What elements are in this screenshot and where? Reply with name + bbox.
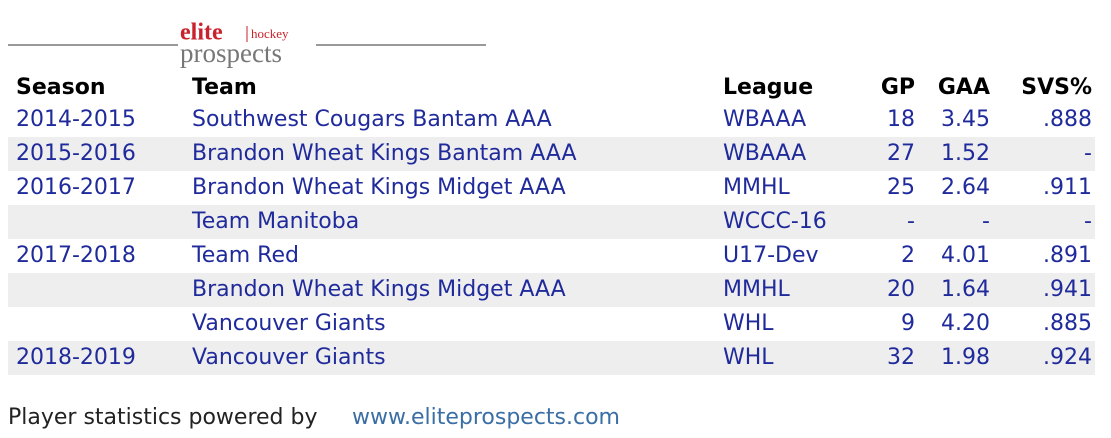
gp: 20 [887,277,915,302]
league[interactable]: WBAAA [723,141,806,166]
gaa: 1.98 [941,345,990,370]
league[interactable]: WCCC-16 [723,209,827,234]
season-header: Season [16,75,105,100]
gp: 9 [901,311,915,336]
team[interactable]: Team Red [191,243,299,268]
season[interactable]: 2017-2018 [16,243,136,268]
league[interactable]: MMHL [723,277,791,302]
gaa: 3.45 [941,107,990,132]
gaa: 4.20 [941,311,990,336]
svs: .941 [1043,277,1092,302]
gp: 27 [887,141,915,166]
team[interactable]: Vancouver Giants [192,311,386,336]
svs-header: SVS% [1021,75,1092,100]
logo-name: prospects [180,38,282,68]
team[interactable]: Vancouver Giants [192,345,386,370]
gaa: 2.64 [941,175,990,200]
season[interactable]: 2015-2016 [16,141,136,166]
season[interactable]: 2014-2015 [16,107,136,132]
gp: 2 [901,243,915,268]
stats-table: Season Team League GP GAA SVS% 2014-2015 Southw… [8,75,1095,375]
gp: - [907,209,915,234]
svs: - [1084,141,1092,166]
logo-brand: elite [180,20,223,46]
league[interactable]: U17-Dev [723,243,819,268]
svs: .911 [1043,175,1092,200]
gaa-header: GAA [938,75,990,100]
svs: .888 [1043,107,1092,132]
season[interactable]: 2016-2017 [16,175,136,200]
team[interactable]: Brandon Wheat Kings Midget AAA [192,277,566,302]
gp: 18 [887,107,915,132]
league[interactable]: MMHL [723,175,791,200]
season[interactable]: 2018-2019 [16,345,136,370]
footer-link[interactable]: www.eliteprospects.com [352,405,620,430]
league[interactable]: WHL [723,345,774,370]
footer-text: Player statistics powered by [8,405,318,430]
svs: .924 [1043,345,1092,370]
team-header: Team [192,75,257,100]
gaa: 1.52 [941,141,990,166]
svs: .891 [1043,243,1092,268]
row-stripe [8,341,1095,375]
gaa: 1.64 [941,277,990,302]
logo-sport: hockey [251,26,289,41]
league[interactable]: WBAAA [723,107,806,132]
gp: 32 [887,345,915,370]
gp-header: GP [881,75,915,100]
league-header: League [723,75,813,100]
row-stripe [8,137,1095,171]
league[interactable]: WHL [723,311,774,336]
row-stripe [8,205,1095,239]
team[interactable]: Southwest Cougars Bantam AAA [192,107,552,132]
team[interactable]: Team Manitoba [191,209,359,234]
svs: .885 [1043,311,1092,336]
gaa: - [982,209,990,234]
gp: 25 [887,175,915,200]
team[interactable]: Brandon Wheat Kings Midget AAA [192,175,566,200]
svs: - [1084,209,1092,234]
row-stripe [8,273,1095,307]
team[interactable]: Brandon Wheat Kings Bantam AAA [192,141,577,166]
gaa: 4.01 [941,243,990,268]
